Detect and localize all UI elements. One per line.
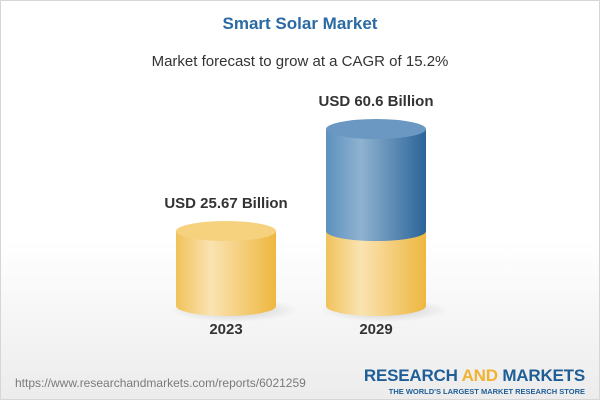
bar-2023-base — [176, 231, 276, 316]
category-label: 2023 — [209, 321, 242, 338]
data-label: USD 60.6 Billion — [318, 93, 433, 110]
logo-word: RESEARCH — [363, 366, 462, 385]
research-and-markets-logo: RESEARCH AND MARKETS THE WORLD'S LARGEST… — [364, 366, 585, 396]
logo-tagline: THE WORLD'S LARGEST MARKET RESEARCH STOR… — [388, 387, 585, 396]
logo-word: MARKETS — [497, 366, 585, 385]
bar-top — [176, 221, 276, 242]
bar-2029-base — [326, 231, 426, 316]
chart-title: Smart Solar Market — [222, 14, 378, 33]
category-label: 2029 — [359, 321, 392, 338]
logo-word: AND — [461, 366, 498, 385]
bar-top — [326, 119, 426, 140]
chart-subtitle: Market forecast to grow at a CAGR of 15.… — [151, 53, 449, 70]
data-label: USD 25.67 Billion — [164, 195, 287, 212]
bar-2029-growth — [326, 129, 426, 242]
source-url[interactable]: https://www.researchandmarkets.com/repor… — [15, 376, 306, 390]
